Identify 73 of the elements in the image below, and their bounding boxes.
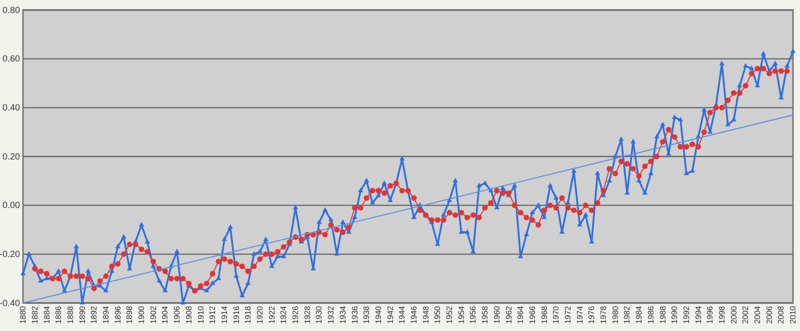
x-tick-label: 1938 <box>362 305 372 324</box>
x-tick-label: 2008 <box>776 305 786 324</box>
x-tick-label: 1940 <box>374 305 383 324</box>
x-tick-label: 1976 <box>587 305 596 324</box>
x-tick-label: 1954 <box>456 305 466 324</box>
x-tick-label: 1956 <box>468 305 478 324</box>
x-tick-label: 1964 <box>516 305 526 324</box>
x-tick-label: 1984 <box>634 305 644 324</box>
x-tick-label: 1936 <box>350 305 360 324</box>
x-tick-label: 2000 <box>729 305 738 324</box>
x-tick-label: 1906 <box>172 305 182 324</box>
x-tick-label: 1980 <box>610 305 620 324</box>
x-tick-label: 1900 <box>137 305 146 324</box>
x-tick-label: 1912 <box>208 305 218 324</box>
x-tick-label: 1970 <box>552 305 561 324</box>
x-tick-label: 1990 <box>670 305 680 324</box>
y-tick-label: 0.40 <box>2 102 20 113</box>
x-tick-label: 1934 <box>338 305 348 324</box>
x-tick-label: 1886 <box>54 305 64 324</box>
x-tick-label: 1926 <box>291 305 300 324</box>
x-tick-label: 1962 <box>504 305 514 324</box>
x-tick-label: 1972 <box>563 305 572 324</box>
y-tick-label: -0.20 <box>0 249 20 260</box>
y-tick-label: 0.00 <box>2 200 20 210</box>
x-tick-label: 2002 <box>741 305 750 324</box>
x-tick-label: 1932 <box>326 305 336 324</box>
x-tick-label: 1946 <box>409 305 418 324</box>
y-tick-label: 0.80 <box>2 4 20 15</box>
y-tick-label: 0.20 <box>2 151 20 162</box>
x-tick-label: 1918 <box>244 305 253 324</box>
x-tick-label: 1914 <box>220 305 229 324</box>
x-tick-label: 1892 <box>90 305 99 324</box>
x-tick-label: 1994 <box>694 305 703 324</box>
x-tick-label: 1986 <box>646 305 656 324</box>
x-tick-label: 1890 <box>78 305 87 324</box>
x-tick-label: 1920 <box>255 305 264 324</box>
x-tick-label: 2010 <box>788 305 798 324</box>
x-tick-label: 1888 <box>66 305 75 324</box>
x-tick-label: 1910 <box>196 305 206 324</box>
x-tick-label: 1924 <box>279 305 288 324</box>
x-tick-label: 1992 <box>682 305 691 324</box>
x-tick-label: 1928 <box>302 305 312 324</box>
x-tick-label: 1996 <box>706 305 715 324</box>
x-tick-label: 1884 <box>42 305 52 324</box>
x-tick-label: 1960 <box>492 305 502 324</box>
x-tick-label: 1898 <box>125 305 134 324</box>
x-tick-label: 2006 <box>764 305 774 324</box>
x-tick-label: 1974 <box>575 305 584 324</box>
y-tick-label: 0.60 <box>2 54 20 64</box>
x-tick-label: 1930 <box>314 305 324 324</box>
x-tick-label: 1950 <box>433 305 442 324</box>
x-tick-label: 1922 <box>267 305 276 324</box>
x-tick-label: 1908 <box>184 305 194 324</box>
x-tick-label: 1904 <box>160 305 170 324</box>
x-tick-label: 1944 <box>398 305 407 324</box>
x-tick-label: 1948 <box>421 305 430 324</box>
x-tick-label: 1982 <box>622 305 632 324</box>
x-tick-label: 1958 <box>480 305 490 324</box>
x-tick-label: 1902 <box>148 305 158 324</box>
x-tick-label: 1988 <box>658 305 668 324</box>
x-tick-label: 1880 <box>18 305 28 324</box>
x-tick-label: 1916 <box>232 305 241 324</box>
x-tick-label: 1968 <box>540 305 549 324</box>
x-tick-label: 1942 <box>386 305 395 324</box>
x-tick-label: 2004 <box>753 305 762 324</box>
x-tick-label: 1896 <box>113 305 122 324</box>
x-tick-label: 1966 <box>528 305 537 324</box>
y-tick-label: -0.40 <box>0 298 20 308</box>
x-tick-label: 1998 <box>717 305 726 324</box>
x-tick-label: 1978 <box>599 305 608 324</box>
x-tick-label: 1952 <box>445 305 454 324</box>
x-tick-label: 1894 <box>101 305 110 324</box>
x-tick-label: 1882 <box>30 305 40 324</box>
